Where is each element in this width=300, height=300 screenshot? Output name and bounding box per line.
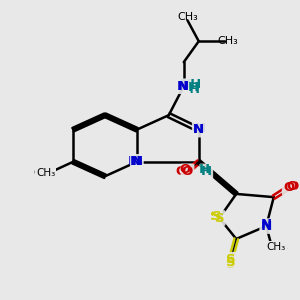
Text: O: O [286,179,297,193]
Text: H: H [199,164,210,176]
Text: N: N [177,80,188,93]
Text: O: O [176,165,187,178]
Text: N: N [195,122,206,135]
Text: N: N [177,80,188,93]
Text: S: S [210,210,220,223]
Text: CH₃: CH₃ [177,12,198,22]
Text: H: H [189,83,200,96]
Text: N: N [193,123,204,136]
Text: S: S [226,258,236,271]
Text: H: H [188,81,199,94]
Text: S: S [212,210,221,223]
Text: N: N [131,155,142,168]
Text: CH₃: CH₃ [218,36,239,46]
Text: N: N [261,220,272,232]
Text: CH₃: CH₃ [36,168,56,178]
Text: S: S [226,253,236,266]
Text: CH₃: CH₃ [34,168,55,178]
Text: S: S [214,212,224,224]
Text: N: N [130,155,141,168]
Text: O: O [182,165,193,178]
Text: N: N [262,220,273,232]
Text: CH₃: CH₃ [268,242,288,252]
Text: S: S [226,256,236,269]
Text: O: O [283,181,294,194]
Text: H: H [201,165,212,178]
Text: CH₃: CH₃ [267,242,286,252]
Text: N: N [261,218,272,231]
Text: NH: NH [180,78,203,91]
Text: N: N [128,155,139,168]
Text: N: N [193,123,204,136]
Text: O: O [288,179,299,193]
Text: H: H [201,165,212,178]
Text: N: N [178,80,189,93]
Text: O: O [179,164,190,176]
